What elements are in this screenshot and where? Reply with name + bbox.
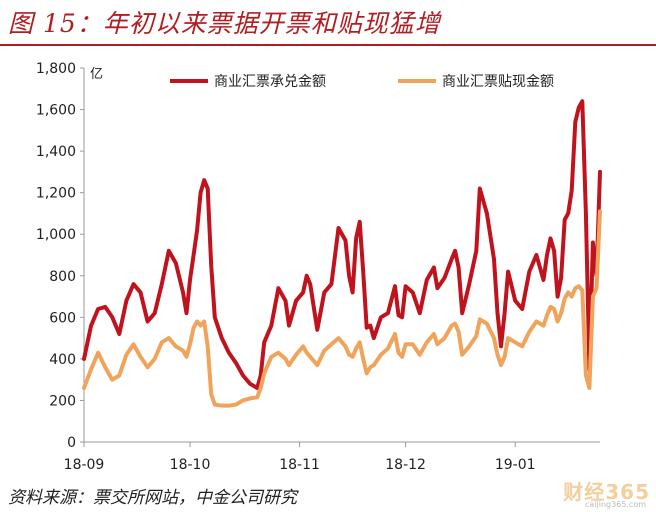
x-tick-label: 19-01 bbox=[495, 457, 536, 473]
chart-legend: 商业汇票承兑金额 商业汇票贴现金额 bbox=[170, 74, 554, 90]
y-tick-label: 200 bbox=[49, 393, 76, 409]
x-tick-label: 18-09 bbox=[64, 457, 105, 473]
figure-header: 图 15：年初以来票据开票和贴现猛增 bbox=[0, 0, 656, 46]
watermark-logo: 财经365 bbox=[563, 480, 650, 504]
x-tick-label: 18-10 bbox=[170, 457, 211, 473]
y-tick-label: 400 bbox=[49, 352, 76, 368]
y-tick-label: 0 bbox=[67, 435, 76, 451]
y-tick-label: 800 bbox=[49, 269, 76, 285]
series-line-2 bbox=[82, 209, 602, 408]
chart-series bbox=[82, 99, 602, 408]
y-tick-label: 600 bbox=[49, 310, 76, 326]
watermark-url: caijing365.com bbox=[584, 500, 646, 509]
y-unit-label: 亿 bbox=[90, 67, 103, 82]
x-tick-label: 18-12 bbox=[385, 457, 426, 473]
line-chart: 0 200 400 600 800 1,000 1,200 1,400 1,600 1,800 18… bbox=[36, 61, 602, 473]
y-tick-label: 1,200 bbox=[36, 186, 76, 202]
y-tick-label: 1,600 bbox=[36, 103, 76, 119]
legend-label: 商业汇票承兑金额 bbox=[214, 74, 326, 90]
x-tick-label: 18-11 bbox=[279, 457, 320, 473]
source-note: 资料来源：票交所网站，中金公司研究 bbox=[8, 488, 297, 508]
title-rule bbox=[0, 44, 656, 46]
y-tick-label: 1,400 bbox=[36, 144, 76, 160]
figure-title: 图 15：年初以来票据开票和贴现猛增 bbox=[8, 9, 441, 38]
y-tick-label: 1,800 bbox=[36, 61, 76, 77]
series-line-1 bbox=[82, 99, 602, 390]
legend-label: 商业汇票贴现金额 bbox=[442, 74, 554, 90]
y-tick-label: 1,000 bbox=[36, 227, 76, 243]
chart-axes: 0 200 400 600 800 1,000 1,200 1,400 1,600 1,800 18… bbox=[36, 61, 600, 473]
